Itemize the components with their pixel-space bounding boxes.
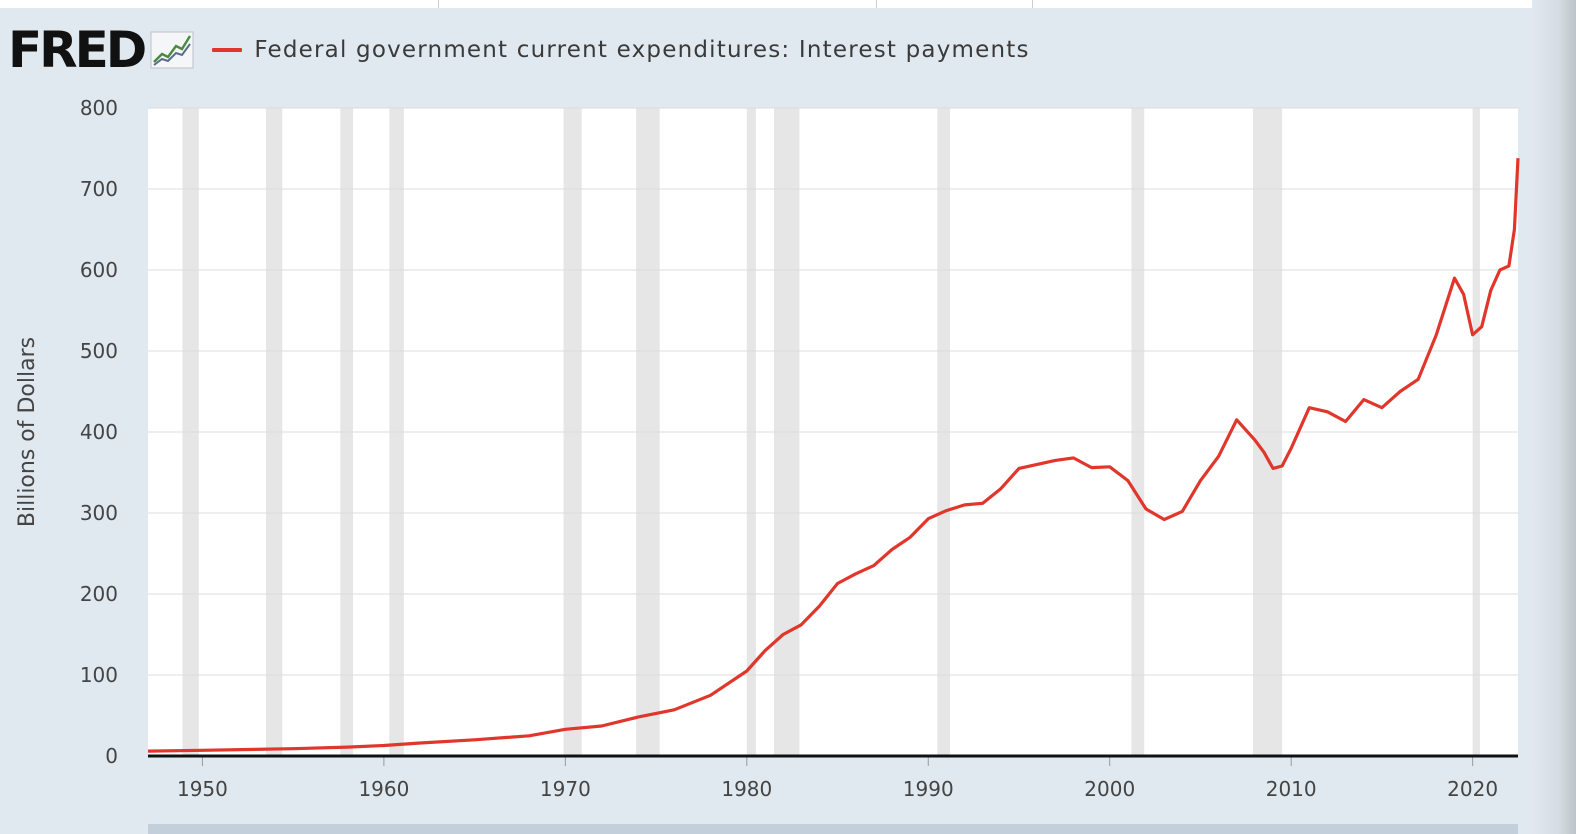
legend-swatch bbox=[212, 48, 243, 52]
y-tick-label: 0 bbox=[105, 744, 118, 768]
chart-legend[interactable]: Federal government current expenditures:… bbox=[212, 37, 1029, 63]
y-axis-ticks: 0 100 200 300 400 500 600 700 800 bbox=[80, 96, 118, 768]
y-tick-label: 600 bbox=[80, 258, 118, 282]
range-slider-bar[interactable] bbox=[148, 824, 1518, 834]
x-tick-label: 1950 bbox=[177, 777, 228, 801]
chart-header: FRED Federal government current expendit… bbox=[8, 22, 1030, 78]
y-tick-label: 700 bbox=[80, 177, 118, 201]
top-strip-divider bbox=[438, 0, 439, 8]
chart-line-icon bbox=[150, 31, 194, 69]
y-tick-label: 400 bbox=[80, 420, 118, 444]
x-tick-label: 2020 bbox=[1447, 777, 1498, 801]
top-strip-divider bbox=[1032, 0, 1033, 8]
window-edge bbox=[1532, 0, 1576, 834]
x-tick-label: 2010 bbox=[1266, 777, 1317, 801]
x-tick-label: 1970 bbox=[540, 777, 591, 801]
y-tick-label: 300 bbox=[80, 501, 118, 525]
legend-label: Federal government current expenditures:… bbox=[254, 37, 1030, 63]
x-tick-label: 2000 bbox=[1084, 777, 1135, 801]
y-tick-label: 100 bbox=[80, 663, 118, 687]
gridlines bbox=[148, 107, 1518, 676]
x-tick-label: 1960 bbox=[358, 777, 409, 801]
y-tick-label: 500 bbox=[80, 339, 118, 363]
fred-logo[interactable]: FRED bbox=[8, 21, 147, 79]
y-axis-label: Billions of Dollars bbox=[15, 337, 40, 527]
x-tick-label: 1980 bbox=[721, 777, 772, 801]
y-tick-label: 800 bbox=[80, 96, 118, 120]
y-tick-label: 200 bbox=[80, 582, 118, 606]
x-tick-label: 1990 bbox=[903, 777, 954, 801]
series-line[interactable] bbox=[147, 158, 1520, 753]
top-strip-divider bbox=[876, 0, 877, 8]
top-strip bbox=[0, 0, 1576, 8]
x-axis-ticks: 1950 1960 1970 1980 1990 2000 2010 2020 bbox=[177, 756, 1498, 801]
